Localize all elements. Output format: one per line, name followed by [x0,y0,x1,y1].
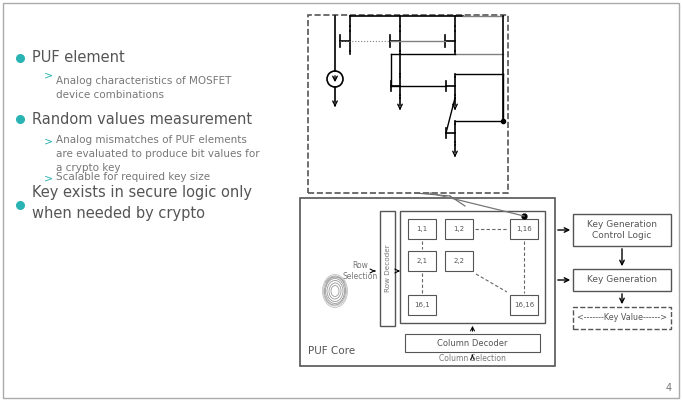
Text: Key exists in secure logic only
when needed by crypto: Key exists in secure logic only when nee… [32,185,252,221]
Text: 4: 4 [666,383,672,393]
Text: >: > [44,70,53,80]
FancyBboxPatch shape [573,269,671,291]
FancyBboxPatch shape [400,211,545,323]
FancyBboxPatch shape [445,251,473,271]
FancyBboxPatch shape [510,295,538,315]
FancyBboxPatch shape [408,295,436,315]
FancyBboxPatch shape [408,251,436,271]
Text: 16,1: 16,1 [414,302,430,308]
Text: PUF Core: PUF Core [308,346,355,356]
FancyBboxPatch shape [573,214,671,246]
Text: Column Decoder: Column Decoder [437,338,508,348]
Text: Key Generation: Key Generation [587,275,657,284]
Text: Scalable for required key size: Scalable for required key size [56,172,210,182]
Text: 1,16: 1,16 [516,226,532,232]
FancyBboxPatch shape [445,219,473,239]
FancyBboxPatch shape [405,334,540,352]
Text: Analog mismatches of PUF elements
are evaluated to produce bit values for
a cryp: Analog mismatches of PUF elements are ev… [56,135,260,173]
Text: PUF element: PUF element [32,51,125,65]
FancyBboxPatch shape [573,307,671,329]
Text: 2,1: 2,1 [417,258,428,264]
Text: Random values measurement: Random values measurement [32,111,252,126]
Text: >: > [44,173,53,183]
Text: Row Decoder: Row Decoder [385,245,391,292]
Text: 1,2: 1,2 [454,226,464,232]
FancyBboxPatch shape [408,219,436,239]
FancyBboxPatch shape [300,198,555,366]
Text: Analog characteristics of MOSFET
device combinations: Analog characteristics of MOSFET device … [56,76,231,100]
Text: Key Generation
Control Logic: Key Generation Control Logic [587,220,657,241]
Text: <-------Key Value------>: <-------Key Value------> [577,314,667,322]
FancyBboxPatch shape [308,15,508,193]
Text: 1,1: 1,1 [417,226,428,232]
Text: Column Selection: Column Selection [439,354,506,363]
Text: >: > [44,136,53,146]
Text: 2,2: 2,2 [454,258,464,264]
FancyBboxPatch shape [380,211,395,326]
Text: 16,16: 16,16 [514,302,534,308]
FancyBboxPatch shape [510,219,538,239]
Text: Row
Selection: Row Selection [342,261,378,282]
FancyBboxPatch shape [3,3,679,398]
